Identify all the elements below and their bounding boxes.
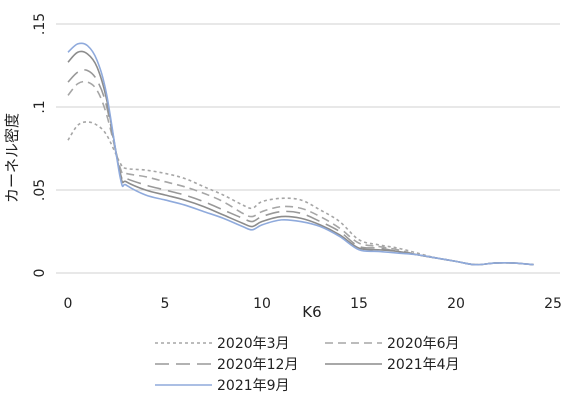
series-line: [67, 69, 534, 266]
x-tick-label: 0: [64, 296, 73, 312]
y-tick-label: .05: [32, 179, 48, 201]
x-axis-title: K6: [302, 303, 321, 321]
y-tick-label: 0: [32, 269, 48, 278]
x-tick-label: 5: [161, 296, 170, 312]
series-line: [67, 80, 534, 266]
y-axis: 0 .05 .1 .15: [32, 13, 48, 278]
x-tick-label: 15: [350, 296, 368, 312]
legend-label: 2020年12月: [217, 357, 298, 373]
y-tick-label: .15: [32, 13, 48, 35]
y-axis-title: カーネル密度: [3, 113, 21, 203]
series-line: [67, 50, 534, 266]
x-axis: 0 5 10 15 20 25: [64, 296, 562, 312]
legend-label: 2021年9月: [217, 378, 290, 394]
legend-label: 2021年4月: [387, 357, 460, 373]
series-line: [67, 121, 534, 266]
legend-label: 2020年6月: [387, 336, 460, 352]
series-layer: [67, 42, 534, 266]
legend: 2020年3月 2020年6月 2020年12月 2021年4月 2021年9月: [155, 336, 460, 394]
x-tick-label: 20: [447, 296, 465, 312]
legend-label: 2020年3月: [217, 336, 290, 352]
x-tick-label: 10: [253, 296, 271, 312]
series-line: [67, 42, 534, 266]
y-tick-label: .1: [32, 100, 48, 113]
grid-layer: [56, 23, 560, 274]
x-tick-label: 25: [544, 296, 562, 312]
